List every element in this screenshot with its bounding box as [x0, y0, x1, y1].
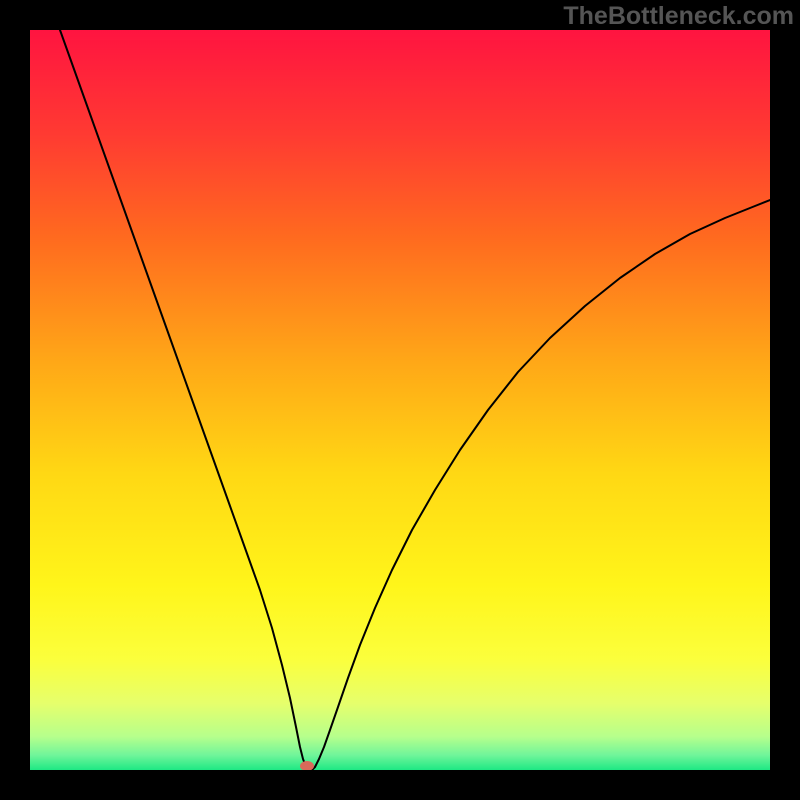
plot-area: [30, 30, 770, 770]
watermark-text: TheBottleneck.com: [563, 2, 794, 31]
chart-container: TheBottleneck.com: [0, 0, 800, 800]
plot-background: [30, 30, 770, 770]
plot-svg: [30, 30, 770, 770]
